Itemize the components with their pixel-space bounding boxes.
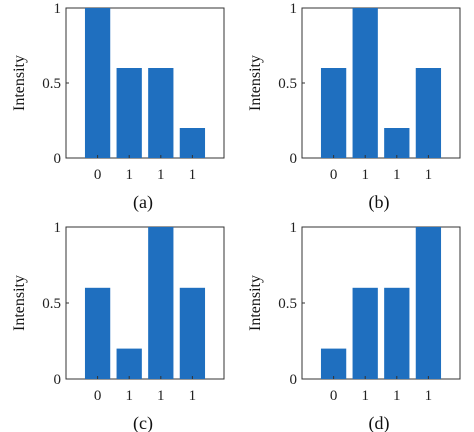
bar-2 [148,68,174,158]
x-tick-label-3: 1 [425,167,433,183]
x-tick-label-0: 0 [94,167,102,183]
bar-0 [320,348,347,379]
y-tick-label-1: 0.5 [42,296,61,312]
y-axis-title: Intensity [247,275,264,331]
x-tick-label-2: 1 [157,388,165,404]
y-tick-label-2: 1 [290,220,298,236]
bar-0 [84,287,111,379]
x-tick-label-3: 1 [189,167,197,183]
bar-3 [415,68,442,158]
chart-panel-c: 0 1 1 1 0 0.5 1 Intensity (c) [11,220,225,432]
x-tick-label-2: 1 [393,167,401,183]
x-tick-label-2: 1 [157,167,165,183]
bar-1 [116,68,142,158]
y-tick-label-0: 0 [290,372,298,388]
panel-label: (b) [369,192,390,213]
bar-3 [179,287,206,379]
x-tick-label-3: 1 [189,388,197,404]
bar-2 [384,128,410,158]
chart-panel-a: 0 1 1 1 0 0.5 1 Intensity (a) [11,1,225,213]
y-axis-title: Intensity [247,55,264,111]
y-axis-title: Intensity [11,55,28,111]
y-tick-label-0: 0 [54,151,62,167]
x-tick-label-1: 1 [125,167,133,183]
x-tick-label-2: 1 [393,388,401,404]
y-tick-label-0: 0 [290,151,298,167]
x-tick-label-0: 0 [330,167,338,183]
y-tick-label-2: 1 [290,1,298,17]
x-tick-label-0: 0 [94,388,102,404]
panel-label: (c) [133,413,153,432]
y-tick-label-0: 0 [54,372,62,388]
bar-1 [352,287,378,379]
chart-panel-b: 0 1 1 1 0 0.5 1 Intensity (b) [247,1,461,213]
y-tick-label-2: 1 [54,220,62,236]
x-tick-label-3: 1 [425,388,433,404]
y-tick-label-1: 0.5 [42,76,61,92]
bar-0 [320,68,347,158]
chart-panel-d: 0 1 1 1 0 0.5 1 Intensity (d) [247,220,461,432]
y-axis-title: Intensity [11,275,28,331]
x-tick-label-1: 1 [361,167,369,183]
bar-1 [352,8,378,158]
y-tick-label-2: 1 [54,1,62,17]
x-tick-label-1: 1 [361,388,369,404]
bar-1 [116,348,142,379]
y-tick-label-1: 0.5 [278,296,297,312]
bar-3 [415,227,442,379]
x-tick-label-1: 1 [125,388,133,404]
panel-label: (a) [133,192,153,213]
bar-2 [384,287,410,379]
x-tick-label-0: 0 [330,388,338,404]
bar-0 [84,8,111,158]
bar-3 [179,128,206,158]
y-tick-label-1: 0.5 [278,76,297,92]
bar-2 [148,227,174,379]
panel-label: (d) [369,413,390,432]
